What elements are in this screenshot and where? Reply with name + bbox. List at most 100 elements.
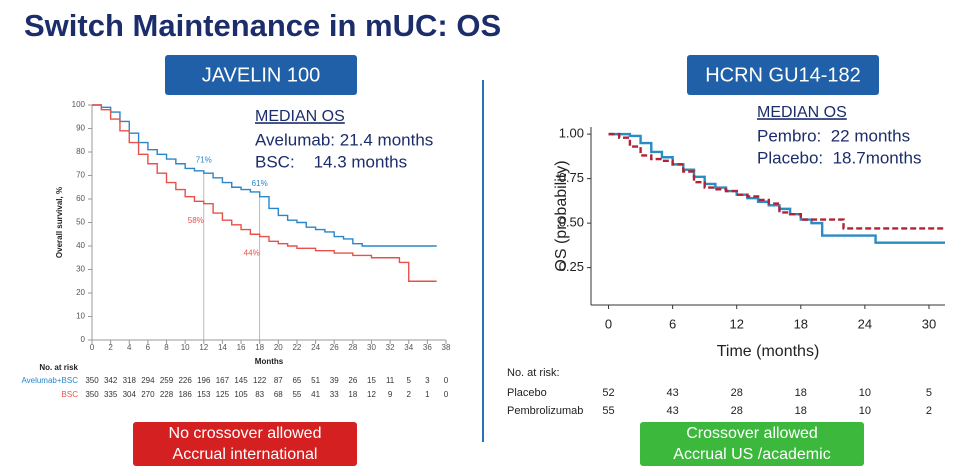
at-risk-count: 318: [123, 376, 137, 385]
at-risk-count: 43: [667, 405, 679, 417]
at-risk-count: 55: [602, 405, 614, 417]
y-tick-label: 80: [76, 147, 85, 156]
at-risk-name: Placebo: [507, 387, 547, 399]
x-tick-label: 2: [108, 343, 113, 352]
at-risk-name: Pembrolizumab: [507, 405, 583, 417]
at-risk-name: BSC: [62, 390, 79, 399]
at-risk-count: 294: [141, 376, 155, 385]
curve-annotation: 58%: [188, 216, 204, 225]
footer-box: [133, 422, 357, 466]
x-tick-label: 38: [442, 343, 451, 352]
x-tick-label: 26: [330, 343, 339, 352]
y-tick-label: 1.00: [559, 126, 584, 141]
x-tick-label: 24: [311, 343, 320, 352]
at-risk-count: 342: [104, 376, 118, 385]
at-risk-count: 145: [234, 376, 248, 385]
at-risk-count: 350: [85, 376, 99, 385]
at-risk-count: 9: [388, 390, 393, 399]
at-risk-count: 28: [731, 387, 743, 399]
x-tick-label: 30: [922, 316, 936, 331]
at-risk-count: 52: [602, 387, 614, 399]
at-risk-count: 105: [234, 390, 248, 399]
x-tick-label: 4: [127, 343, 132, 352]
at-risk-count: 226: [178, 376, 192, 385]
y-tick-label: 50: [76, 218, 85, 227]
x-tick-label: 12: [199, 343, 208, 352]
at-risk-count: 304: [123, 390, 137, 399]
footer-line: No crossover allowed: [169, 425, 322, 442]
median-line: Pembro: 22 months: [757, 126, 910, 145]
at-risk-count: 10: [859, 405, 871, 417]
footer-line: Crossover allowed: [686, 425, 818, 442]
x-tick-label: 12: [729, 316, 743, 331]
at-risk-count: 83: [255, 390, 264, 399]
at-risk-count: 0: [444, 376, 449, 385]
at-risk-count: 125: [216, 390, 230, 399]
median-title: MEDIAN OS: [255, 108, 345, 125]
at-risk-count: 26: [348, 376, 357, 385]
y-tick-label: 0.25: [559, 259, 584, 274]
y-tick-label: 10: [76, 312, 85, 321]
at-risk-title: No. at risk: [39, 363, 78, 372]
at-risk-count: 2: [407, 390, 412, 399]
at-risk-count: 18: [795, 405, 807, 417]
x-tick-label: 30: [367, 343, 376, 352]
at-risk-count: 5: [926, 387, 932, 399]
at-risk-count: 51: [311, 376, 320, 385]
x-tick-label: 0: [90, 343, 95, 352]
x-tick-label: 28: [348, 343, 357, 352]
y-tick-label: 100: [72, 100, 86, 109]
at-risk-count: 18: [348, 390, 357, 399]
y-axis-label: OS (probability): [553, 160, 570, 271]
x-tick-label: 18: [255, 343, 264, 352]
at-risk-count: 43: [667, 387, 679, 399]
x-tick-label: 24: [858, 316, 872, 331]
study-badge: [687, 55, 879, 95]
x-tick-label: 10: [181, 343, 190, 352]
median-line: Avelumab: 21.4 months: [255, 130, 433, 149]
x-tick-label: 16: [237, 343, 246, 352]
at-risk-count: 167: [216, 376, 230, 385]
at-risk-count: 270: [141, 390, 155, 399]
y-tick-label: 40: [76, 241, 85, 250]
at-risk-count: 335: [104, 390, 118, 399]
at-risk-count: 65: [292, 376, 301, 385]
y-axis-label: Overall survival, %: [55, 187, 64, 258]
study-label: JAVELIN 100: [202, 64, 321, 86]
x-tick-label: 6: [146, 343, 151, 352]
at-risk-count: 18: [795, 387, 807, 399]
y-tick-label: 60: [76, 194, 85, 203]
footer-box: [640, 422, 864, 466]
x-tick-label: 36: [423, 343, 432, 352]
at-risk-count: 0: [444, 390, 449, 399]
at-risk-count: 122: [253, 376, 267, 385]
slide-title: Switch Maintenance in mUC: OS: [24, 8, 501, 43]
x-tick-label: 32: [386, 343, 395, 352]
x-tick-label: 14: [218, 343, 227, 352]
at-risk-title: No. at risk:: [507, 367, 560, 379]
at-risk-count: 350: [85, 390, 99, 399]
x-tick-label: 18: [794, 316, 808, 331]
y-tick-label: 0.75: [559, 170, 584, 185]
median-line: Placebo: 18.7months: [757, 148, 921, 167]
y-tick-label: 0.50: [559, 215, 584, 230]
x-tick-label: 8: [164, 343, 169, 352]
km-curve: [608, 132, 945, 230]
x-tick-label: 34: [404, 343, 413, 352]
y-tick-label: 0: [81, 335, 86, 344]
at-risk-name: Avelumab+BSC: [21, 376, 78, 385]
at-risk-count: 2: [926, 405, 932, 417]
km-curve: [92, 104, 437, 247]
curve-annotation: 71%: [196, 155, 212, 164]
km-curve: [92, 104, 437, 282]
y-tick-label: 30: [76, 265, 85, 274]
x-tick-label: 20: [274, 343, 283, 352]
footer-line: Accrual international: [173, 446, 318, 463]
at-risk-count: 11: [386, 376, 395, 385]
at-risk-count: 55: [292, 390, 301, 399]
y-tick-label: 20: [76, 288, 85, 297]
x-axis-label: Time (months): [717, 343, 820, 360]
at-risk-count: 41: [311, 390, 320, 399]
at-risk-count: 15: [367, 376, 376, 385]
